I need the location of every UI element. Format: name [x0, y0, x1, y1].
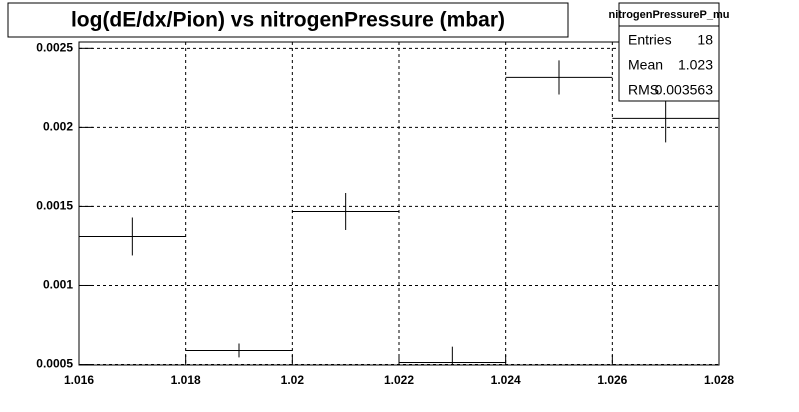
stats-box — [618, 2, 720, 102]
marks-layer — [79, 60, 719, 365]
stats-label: Entries — [628, 32, 672, 48]
stats-value: 0.003563 — [655, 82, 714, 98]
stats-label: Mean — [628, 57, 663, 73]
y-tick-label: 0.001 — [43, 278, 73, 292]
y-tick-label: 0.0025 — [36, 40, 73, 54]
stats-label: RMS — [628, 82, 659, 98]
x-tick-label: 1.028 — [704, 373, 734, 387]
stats-value: 18 — [697, 32, 713, 48]
overlay-layer: log(dE/dx/Pion) vs nitrogenPressure (mba… — [7, 2, 730, 102]
x-tick-label: 1.016 — [64, 373, 94, 387]
x-tick-label: 1.02 — [281, 373, 305, 387]
x-tick-label: 1.024 — [491, 373, 521, 387]
stats-value: 1.023 — [678, 57, 713, 73]
title-box — [7, 2, 569, 38]
chart-title: log(dE/dx/Pion) vs nitrogenPressure (mba… — [71, 9, 505, 32]
x-tick-label: 1.022 — [384, 373, 414, 387]
x-tick-label: 1.026 — [597, 373, 627, 387]
y-tick-label: 0.002 — [43, 120, 73, 134]
y-tick-label: 0.0005 — [36, 357, 73, 371]
x-tick-label: 1.018 — [171, 373, 201, 387]
y-tick-label: 0.0015 — [36, 199, 73, 213]
stats-title: nitrogenPressureP_mu — [608, 9, 729, 21]
